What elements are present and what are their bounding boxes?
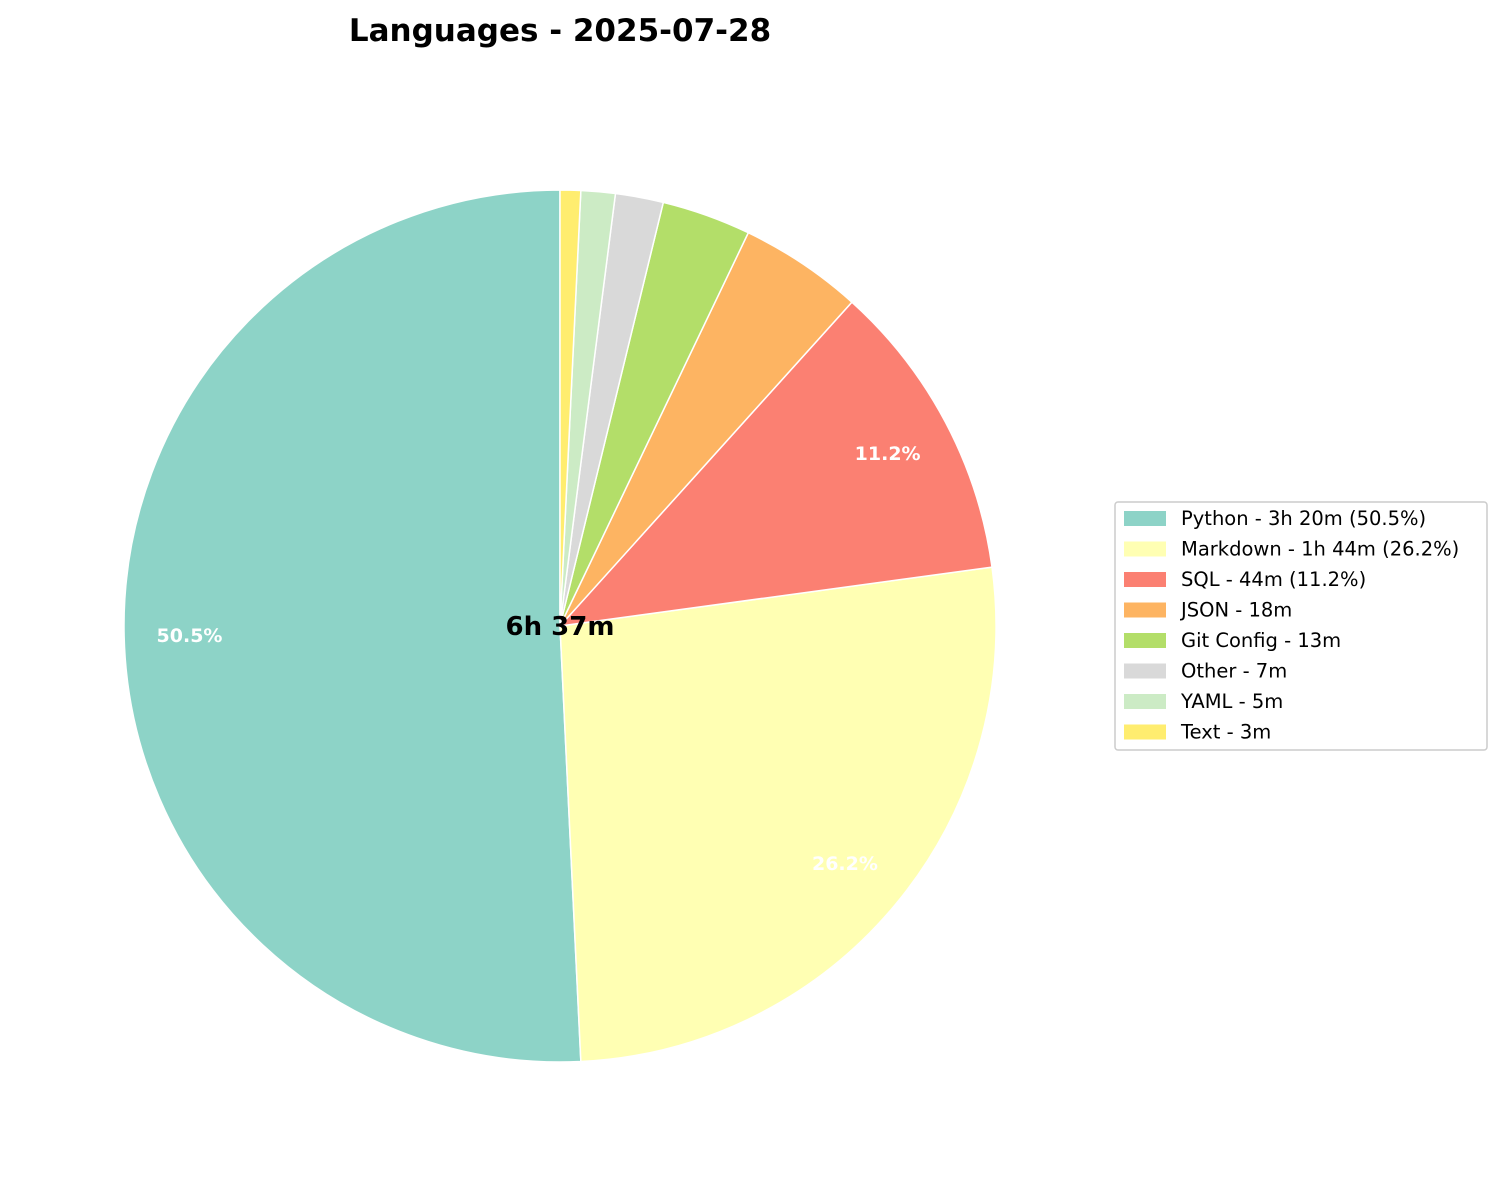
pie-slices	[123, 189, 997, 1063]
legend-label: Git Config - 13m	[1181, 629, 1341, 652]
legend-swatch	[1124, 511, 1166, 526]
chart-legend: Python - 3h 20m (50.5%) Markdown - 1h 44m…	[1114, 501, 1488, 751]
legend-swatch	[1124, 541, 1166, 557]
pie-percent-label: 26.2%	[812, 853, 878, 875]
legend-label: JSON - 18m	[1179, 599, 1292, 622]
legend-swatch	[1124, 694, 1166, 709]
pie-percent-labels: 50.5% 26.2% 11.2%	[157, 443, 921, 875]
legend-label: SQL - 44m (11.2%)	[1181, 568, 1366, 591]
legend-swatch	[1124, 602, 1166, 618]
pie-percent-label: 50.5%	[157, 625, 223, 647]
legend-label: Other - 7m	[1181, 660, 1287, 683]
chart-title: Languages - 2025-07-28	[349, 13, 771, 49]
legend-label: Python - 3h 20m (50.5%)	[1181, 507, 1426, 530]
legend-label: Text - 3m	[1180, 721, 1271, 744]
pie-slice-sql	[558, 301, 993, 628]
pie-percent-label: 11.2%	[855, 443, 921, 465]
legend-frame	[1114, 501, 1488, 751]
pie-slice-python	[123, 189, 582, 1063]
pie-slice-text	[559, 189, 582, 627]
pie-slice-markdown	[559, 566, 997, 1063]
legend-swatch	[1124, 572, 1166, 587]
legend-label: YAML - 5m	[1180, 690, 1283, 713]
legend-swatch	[1124, 633, 1166, 648]
legend-label: Markdown - 1h 44m (26.2%)	[1181, 538, 1459, 561]
legend-swatch	[1124, 724, 1166, 740]
legend-swatch	[1124, 663, 1166, 679]
pie-center-total: 6h 37m	[506, 612, 615, 642]
